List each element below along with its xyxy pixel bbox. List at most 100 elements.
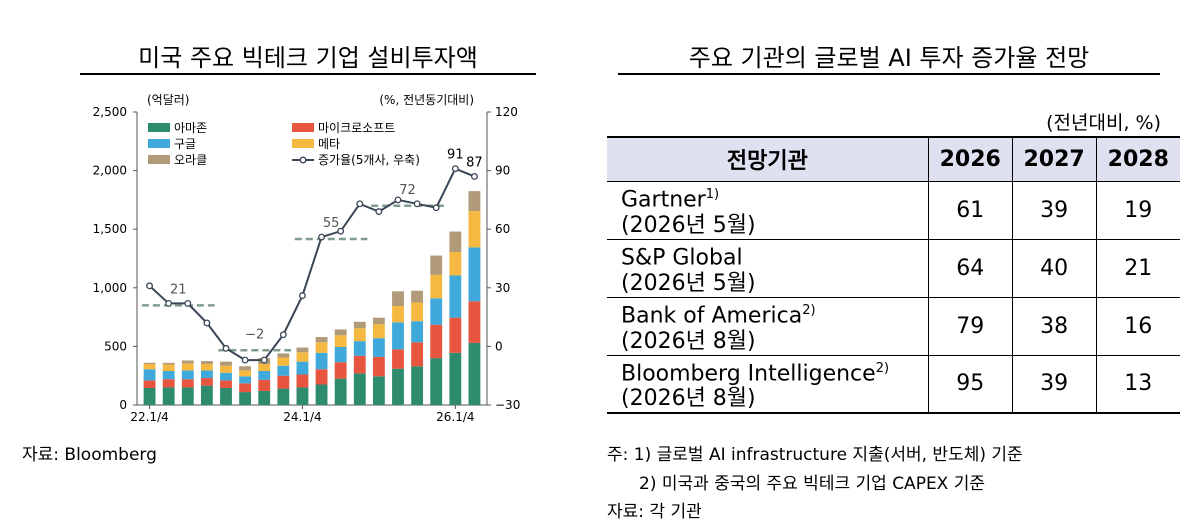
bar-segment-amazon: [162, 387, 175, 405]
bar-segment-google: [334, 346, 347, 363]
bar-segment-meta: [200, 363, 213, 371]
header-2028: 2028: [1095, 136, 1180, 182]
header-2026: 2026: [927, 136, 1013, 182]
bar-segment-meta: [258, 363, 271, 372]
capex-chart: 0 500 1,000 1,500 2,000 2,500 −30 0 30 60 90 120 (억달…: [93, 93, 521, 424]
left-tick-label: 1,000: [93, 281, 127, 295]
growth-point: [241, 356, 249, 364]
bar-segment-oracle: [411, 290, 424, 303]
forecast-table: 전망기관 2026 2027 2028 Gartner1) (2026년 5월) …: [607, 136, 1180, 414]
growth-point: [184, 299, 192, 307]
institution-name: S&P Global: [621, 245, 743, 271]
bar-segment-google: [239, 376, 252, 384]
bar-segment-meta: [239, 370, 252, 377]
value-cell: 19: [1095, 181, 1180, 240]
bar-segment-oracle: [239, 366, 252, 371]
legend-swatch-meta: [292, 139, 314, 148]
bar-segment-amazon: [468, 342, 481, 405]
forecast-date: (2026년 8월): [621, 386, 756, 412]
bar-segment-meta: [296, 352, 309, 362]
growth-point: [394, 196, 402, 204]
bar-segment-microsoft: [143, 380, 156, 389]
growth-point: [146, 282, 154, 290]
bar-segment-microsoft: [220, 380, 232, 389]
bar-segment-microsoft: [181, 379, 194, 388]
legend-label: 증가율(5개사, 우축): [318, 153, 420, 167]
bar-segment-meta: [162, 364, 175, 372]
bar-segment-meta: [220, 365, 232, 373]
institution-name: Bank of America: [621, 303, 803, 329]
legend-label: 아마존: [174, 121, 207, 135]
bar-segment-amazon: [258, 390, 271, 405]
bar-segment-amazon: [143, 388, 156, 405]
bar-segment-oracle: [143, 362, 156, 364]
bar-segment-amazon: [449, 352, 462, 405]
bar-segment-oracle: [430, 255, 443, 275]
bar-segment-amazon: [220, 388, 232, 405]
legend-label: 오라클: [174, 153, 207, 167]
bar-segment-oracle: [449, 231, 462, 253]
bar-segment-microsoft: [353, 355, 366, 374]
legend-label: 메타: [318, 137, 340, 151]
growth-data-label: 87: [466, 155, 483, 170]
right-axis-unit: (%, 전년동기대비): [379, 93, 474, 107]
right-tick-label: 120: [495, 105, 518, 119]
bar-segment-microsoft: [315, 369, 328, 385]
value-cell: 79: [927, 297, 1013, 356]
institution-cell: S&P Global (2026년 5월): [607, 239, 929, 298]
footnote-2: 2) 미국과 중국의 주요 빅테크 기업 CAPEX 기준: [639, 474, 986, 494]
growth-point: [260, 356, 268, 364]
bar-segment-google: [372, 338, 385, 357]
footnote-marker: 2): [802, 303, 816, 319]
table-header-row: 전망기관 2026 2027 2028: [607, 136, 1180, 182]
bar-segment-google: [200, 370, 213, 379]
bar-segment-meta: [392, 305, 404, 323]
bar-segment-oracle: [334, 329, 347, 336]
legend-label: 구글: [174, 137, 196, 151]
table-unit-label: (전년대비, %): [1046, 112, 1161, 134]
growth-point: [375, 208, 383, 216]
bar-segment-amazon: [392, 368, 404, 405]
left-source: 자료: Bloomberg: [22, 445, 157, 465]
bar-segment-amazon: [315, 384, 328, 405]
growth-point: [432, 204, 440, 212]
legend-swatch-google: [148, 139, 170, 148]
bar-segment-microsoft: [296, 374, 309, 388]
bar-segment-microsoft: [200, 378, 213, 386]
bar-segment-meta: [430, 274, 443, 299]
footnote-1: 주: 1) 글로벌 AI infrastructure 지출(서버, 반도체) …: [607, 445, 1023, 465]
right-title-underline: [618, 73, 1160, 75]
growth-point: [413, 200, 421, 208]
bar-segment-meta: [468, 211, 481, 248]
bar-segment-oracle: [392, 291, 404, 306]
institution-name: Bloomberg Intelligence: [621, 361, 876, 387]
bar-segment-google: [277, 365, 290, 376]
bar-segment-meta: [411, 302, 424, 322]
growth-point: [165, 299, 173, 307]
bar-segment-google: [258, 371, 271, 380]
bar-segment-microsoft: [449, 317, 462, 353]
bar-segment-meta: [277, 357, 290, 366]
bar-segment-microsoft: [334, 362, 347, 379]
right-tick-label: 0: [495, 339, 503, 353]
value-cell: 16: [1095, 297, 1180, 356]
legend-swatch-oracle: [148, 155, 170, 164]
bar-segment-amazon: [411, 366, 424, 405]
value-cell: 64: [927, 239, 1013, 298]
value-cell: 61: [927, 181, 1013, 240]
bar-segment-google: [143, 369, 156, 381]
bar-segment-google: [220, 372, 232, 381]
bar-segment-google: [162, 371, 175, 380]
x-tick-label: 26.1/4: [436, 410, 474, 424]
right-source: 자료: 각 기관: [607, 502, 702, 522]
value-cell: 39: [1011, 181, 1097, 240]
value-cell: 38: [1011, 297, 1097, 356]
bar-segment-oracle: [277, 353, 290, 358]
bar-segment-oracle: [372, 317, 385, 325]
legend-label: 마이크로소프트: [318, 121, 395, 135]
left-tick-label: 2,000: [93, 164, 127, 178]
right-tick-label: 30: [495, 281, 510, 295]
institution-name: Gartner: [621, 187, 706, 213]
header-2027: 2027: [1011, 136, 1097, 182]
growth-point: [318, 233, 326, 241]
